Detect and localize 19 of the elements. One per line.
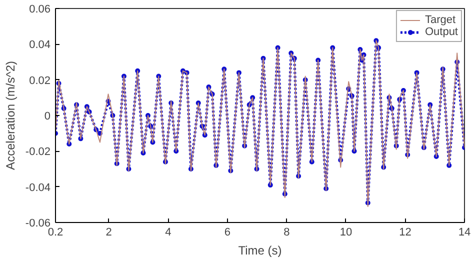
y-tick-label: 0.06 bbox=[29, 4, 51, 16]
x-tick-label: 8 bbox=[284, 226, 290, 238]
y-tick-label: -0.02 bbox=[25, 146, 51, 158]
y-tick-label: 0.04 bbox=[29, 39, 51, 52]
x-tick-label: 12 bbox=[399, 226, 412, 238]
y-tick-label: -0.06 bbox=[25, 218, 51, 230]
x-tick-label: 10 bbox=[340, 226, 352, 238]
legend-label: Output bbox=[424, 26, 458, 38]
x-tick-label: 0.2 bbox=[48, 226, 64, 238]
y-tick-label: -0.04 bbox=[25, 182, 51, 194]
y-axis-title: Acceleration (m/s^2) bbox=[3, 61, 18, 170]
x-tick-label: 14 bbox=[458, 226, 471, 238]
x-tick-label: 6 bbox=[224, 226, 230, 238]
x-tick-label: 2 bbox=[106, 226, 112, 238]
y-tick-label: 0.02 bbox=[29, 74, 51, 87]
legend-label: Target bbox=[424, 14, 456, 26]
y-tick-label: 0 bbox=[44, 110, 51, 122]
x-tick-label: 4 bbox=[165, 226, 172, 238]
x-axis-title: Time (s) bbox=[238, 244, 282, 258]
